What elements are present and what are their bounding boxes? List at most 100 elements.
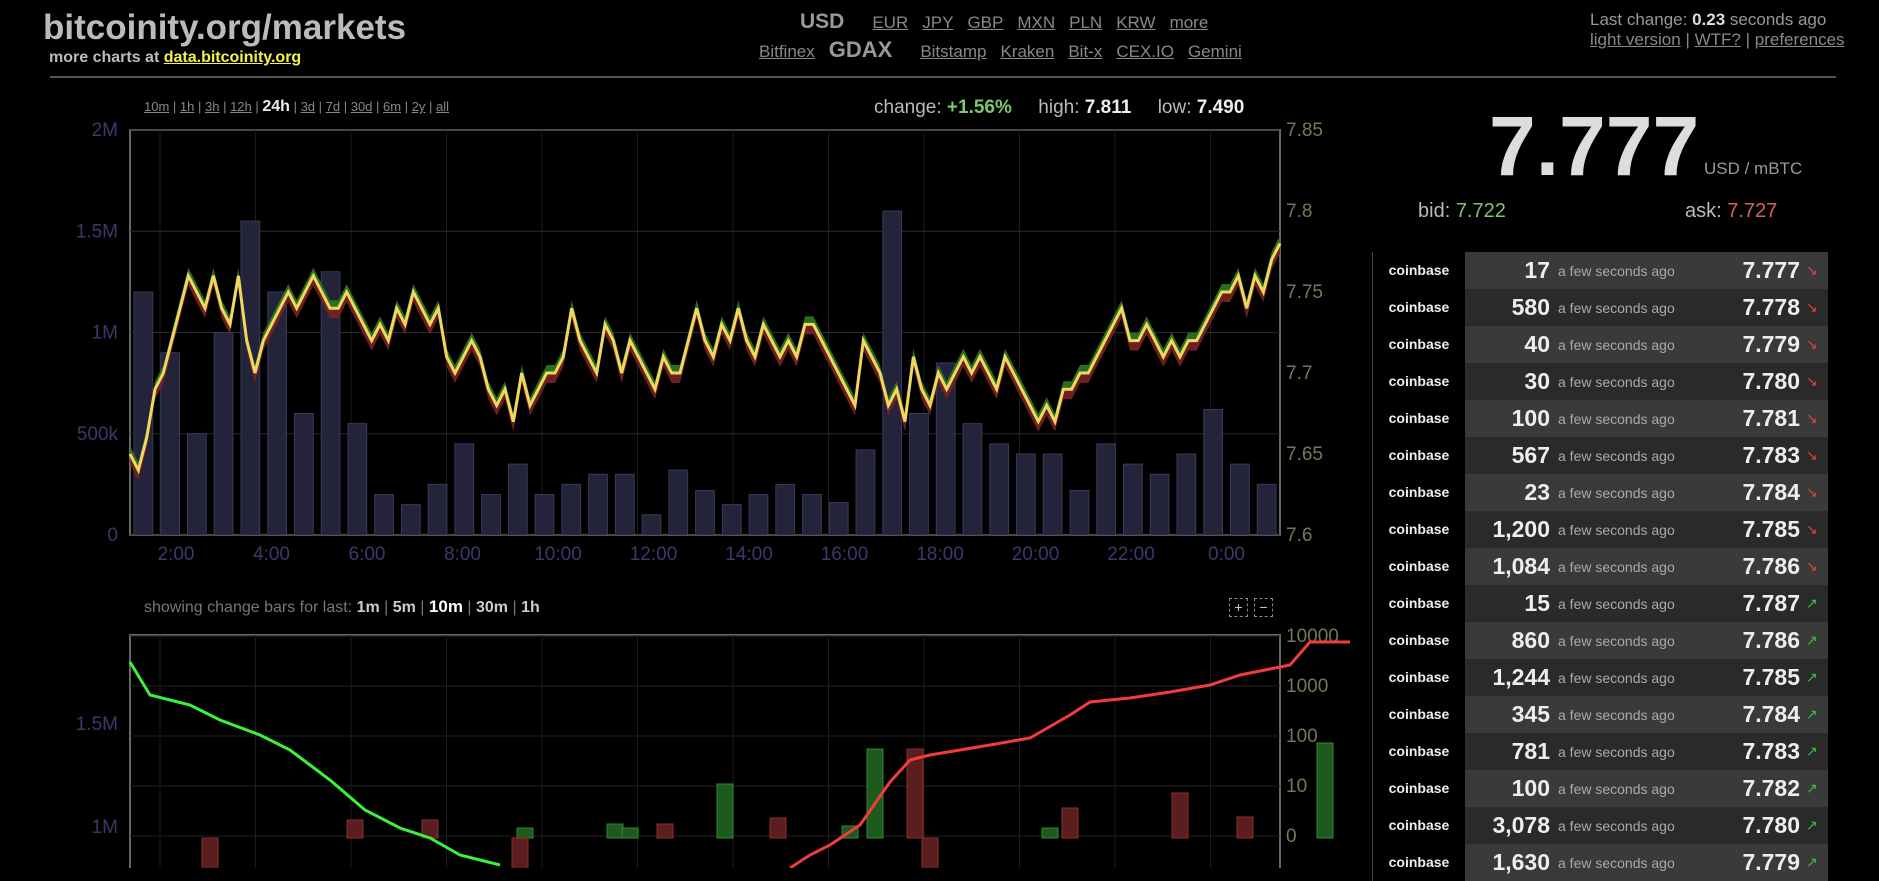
change-bar-up <box>1041 827 1059 839</box>
change-bars-1m[interactable]: 1m <box>356 599 380 616</box>
change-bars-1h[interactable]: 1h <box>521 599 540 616</box>
zoom-in-button[interactable]: + <box>1229 598 1248 617</box>
arrow-up-right-icon: ↗ <box>1806 632 1818 648</box>
currency-more[interactable]: more <box>1169 13 1209 32</box>
change-bars-10m[interactable]: 10m <box>428 597 463 616</box>
site-title[interactable]: bitcoinity.org/markets <box>43 8 407 47</box>
x-tick: 22:00 <box>1107 544 1155 565</box>
trade-time: a few seconds ago <box>1558 447 1675 464</box>
light-version-link[interactable]: light version <box>1590 30 1681 49</box>
range-6m[interactable]: 6m <box>383 99 402 114</box>
currency-pln[interactable]: PLN <box>1069 13 1103 32</box>
range-10m[interactable]: 10m <box>144 99 170 114</box>
trade-amount: 100 <box>1511 775 1550 801</box>
change-bars-30m[interactable]: 30m <box>475 599 509 616</box>
volume-bar <box>748 494 769 536</box>
price-volume-chart[interactable]: 2M 1.5M 1M 500k 0 7.85 7.8 7.75 7.7 7.65 7.6 2:00 4:… <box>60 115 1350 575</box>
range-24h[interactable]: 24h <box>262 98 290 115</box>
range-1h[interactable]: 1h <box>179 99 195 114</box>
range-3h[interactable]: 3h <box>204 99 220 114</box>
arrow-up-right-icon: ↗ <box>1806 854 1818 870</box>
trade-price: 7.784 <box>1742 701 1800 727</box>
trade-row: coinbase 15 a few seconds ago 7.787 ↗ <box>1373 585 1828 622</box>
trade-row: coinbase 567 a few seconds ago 7.783 ↘ <box>1373 437 1828 474</box>
y-left-tick: 1.5M <box>76 714 118 735</box>
exchange-kraken[interactable]: Kraken <box>1000 42 1055 61</box>
range-2y[interactable]: 2y <box>411 99 426 114</box>
trade-row: coinbase 1,244 a few seconds ago 7.785 ↗ <box>1373 659 1828 696</box>
arrow-up-right-icon: ↗ <box>1806 669 1818 685</box>
trade-amount: 781 <box>1511 738 1550 764</box>
trade-price: 7.785 <box>1742 516 1800 542</box>
trade-price: 7.780 <box>1742 368 1800 394</box>
volume-bar <box>347 423 368 536</box>
exchange-gdax[interactable]: GDAX <box>828 37 893 62</box>
trade-price: 7.786 <box>1742 627 1800 653</box>
range-30d[interactable]: 30d <box>350 99 373 114</box>
exchange-bitfinex[interactable]: Bitfinex <box>759 42 815 61</box>
trade-amount: 15 <box>1524 590 1550 616</box>
volume-bar <box>454 443 475 536</box>
trade-exchange: coinbase <box>1373 511 1465 548</box>
arrow-down-right-icon: ↘ <box>1806 262 1818 278</box>
y-right-tick: 7.8 <box>1286 201 1312 222</box>
data-bitcoinity-link[interactable]: data.bitcoinity.org <box>163 49 302 66</box>
trade-row: coinbase 860 a few seconds ago 7.786 ↗ <box>1373 622 1828 659</box>
trade-exchange: coinbase <box>1373 585 1465 622</box>
exchange-gemini[interactable]: Gemini <box>1187 42 1242 61</box>
currency-mxn[interactable]: MXN <box>1017 13 1056 32</box>
currency-jpy[interactable]: JPY <box>922 13 954 32</box>
x-tick: 0:00 <box>1208 544 1245 565</box>
wtf-link[interactable]: WTF? <box>1694 30 1741 49</box>
currency-usd[interactable]: USD <box>800 10 845 33</box>
change-bar-up <box>716 783 734 839</box>
volume-bar <box>1256 483 1277 536</box>
change-bars-5m[interactable]: 5m <box>392 599 416 616</box>
y-right-tick: 10 <box>1286 776 1307 797</box>
y-right-tick: 7.85 <box>1286 120 1323 141</box>
trade-exchange: coinbase <box>1373 659 1465 696</box>
range-all[interactable]: all <box>436 99 450 114</box>
trade-row: coinbase 1,200 a few seconds ago 7.785 ↘ <box>1373 511 1828 548</box>
high-value: 7.811 <box>1084 97 1132 118</box>
range-7d[interactable]: 7d <box>325 99 341 114</box>
currency-krw[interactable]: KRW <box>1116 13 1156 32</box>
change-bar-down <box>921 837 939 868</box>
trade-row: coinbase 23 a few seconds ago 7.784 ↘ <box>1373 474 1828 511</box>
trade-time: a few seconds ago <box>1558 780 1675 797</box>
preferences-link[interactable]: preferences <box>1754 30 1845 49</box>
trade-exchange: coinbase <box>1373 548 1465 585</box>
trade-amount: 1,200 <box>1492 516 1550 542</box>
arrow-down-right-icon: ↘ <box>1806 299 1818 315</box>
trade-time: a few seconds ago <box>1558 632 1675 649</box>
range-3d[interactable]: 3d <box>300 99 316 114</box>
volume-bar <box>695 489 715 536</box>
exchange-bitstamp[interactable]: Bitstamp <box>920 42 987 61</box>
arrow-up-right-icon: ↗ <box>1806 743 1818 759</box>
trade-exchange: coinbase <box>1373 363 1465 400</box>
volume-bar <box>1230 463 1250 536</box>
range-12h[interactable]: 12h <box>230 99 252 114</box>
volume-bar <box>962 423 983 536</box>
price-unit: USD / mBTC <box>1704 159 1803 178</box>
arrow-down-right-icon: ↘ <box>1806 447 1818 463</box>
trade-exchange: coinbase <box>1373 733 1465 770</box>
change-bar-up <box>1316 742 1334 839</box>
last-change-suffix: seconds ago <box>1729 10 1827 29</box>
trade-amount: 40 <box>1524 331 1550 357</box>
zoom-out-button[interactable]: − <box>1254 598 1273 617</box>
currency-eur[interactable]: EUR <box>872 13 909 32</box>
change-bar-down <box>346 819 364 839</box>
arrow-down-right-icon: ↘ <box>1806 336 1818 352</box>
trades-table: coinbase 17 a few seconds ago 7.777 ↘ coinbas… <box>1372 252 1828 881</box>
exchange-bit-x[interactable]: Bit-x <box>1068 42 1103 61</box>
bid-label: bid: <box>1418 200 1451 222</box>
trade-time: a few seconds ago <box>1558 743 1675 760</box>
volume-bar <box>561 483 582 536</box>
arrow-down-right-icon: ↘ <box>1806 373 1818 389</box>
trade-amount: 30 <box>1524 368 1550 394</box>
exchange-cex-io[interactable]: CEX.IO <box>1116 42 1174 61</box>
trade-price: 7.777 <box>1742 257 1800 283</box>
currency-gbp[interactable]: GBP <box>967 13 1004 32</box>
